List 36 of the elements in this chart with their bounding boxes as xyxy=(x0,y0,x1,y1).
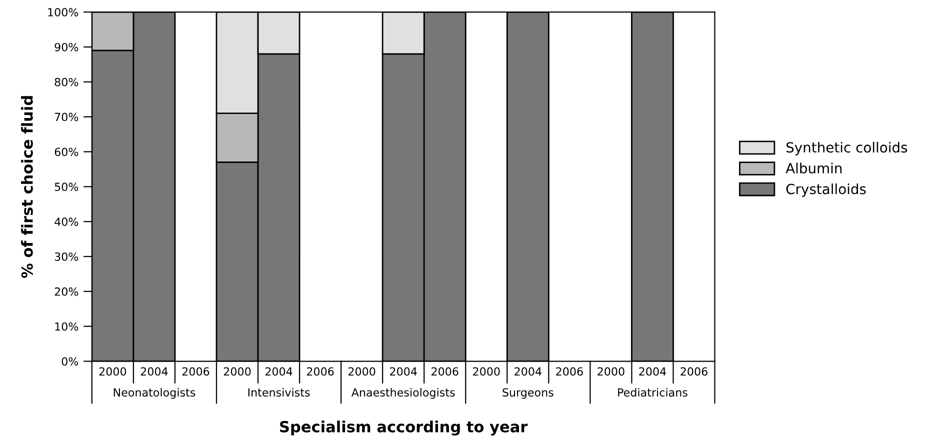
x-tick-label: 2000 xyxy=(598,367,624,376)
x-tick-label: 2006 xyxy=(556,367,583,376)
text: Surgeons xyxy=(502,388,554,399)
legend-label: Albumin xyxy=(786,162,842,174)
x-axis-title: Specialism according to year xyxy=(280,420,528,436)
y-tick-label: 70% xyxy=(54,112,78,122)
y-tick-label: 30% xyxy=(54,252,78,261)
legend-label: Crystalloids xyxy=(786,183,866,197)
y-tick-label: 90% xyxy=(54,42,78,52)
x-tick-label: 2004 xyxy=(639,367,666,376)
x-tick-label: 2006 xyxy=(680,367,708,376)
text: Pediatricians xyxy=(618,388,688,397)
text: Neonatologists xyxy=(114,388,196,399)
x-tick-label: 2000 xyxy=(473,367,500,376)
y-tick-label: 10% xyxy=(55,322,78,331)
text: Anaesthesiologists xyxy=(351,388,455,399)
x-tick-label: 2004 xyxy=(514,367,542,376)
y-tick-label: 50% xyxy=(54,182,78,192)
x-tick-label: 2006 xyxy=(306,367,334,376)
x-tick-label: 2004 xyxy=(390,367,417,376)
y-tick-label: 20% xyxy=(54,287,78,296)
y-tick-label: 80% xyxy=(54,78,78,86)
y-tick-label: 40% xyxy=(54,218,78,226)
x-tick-label: 2006 xyxy=(182,367,210,376)
x-tick-label: 2004 xyxy=(140,367,168,376)
y-axis-title: % of first choice fluid xyxy=(21,96,33,278)
x-tick-label: 2004 xyxy=(265,367,292,376)
x-tick-label: 2000 xyxy=(224,367,251,376)
x-tick-label: 2000 xyxy=(348,367,376,376)
y-tick-label: 0% xyxy=(62,357,78,366)
x-tick-label: 2006 xyxy=(432,367,458,376)
x-tick-label: 2000 xyxy=(99,367,126,376)
y-tick-label: 60% xyxy=(54,148,78,156)
legend-label: Synthetic colloids xyxy=(786,142,908,156)
y-tick-label: 100% xyxy=(48,8,78,16)
text: Intensivists xyxy=(248,388,310,397)
